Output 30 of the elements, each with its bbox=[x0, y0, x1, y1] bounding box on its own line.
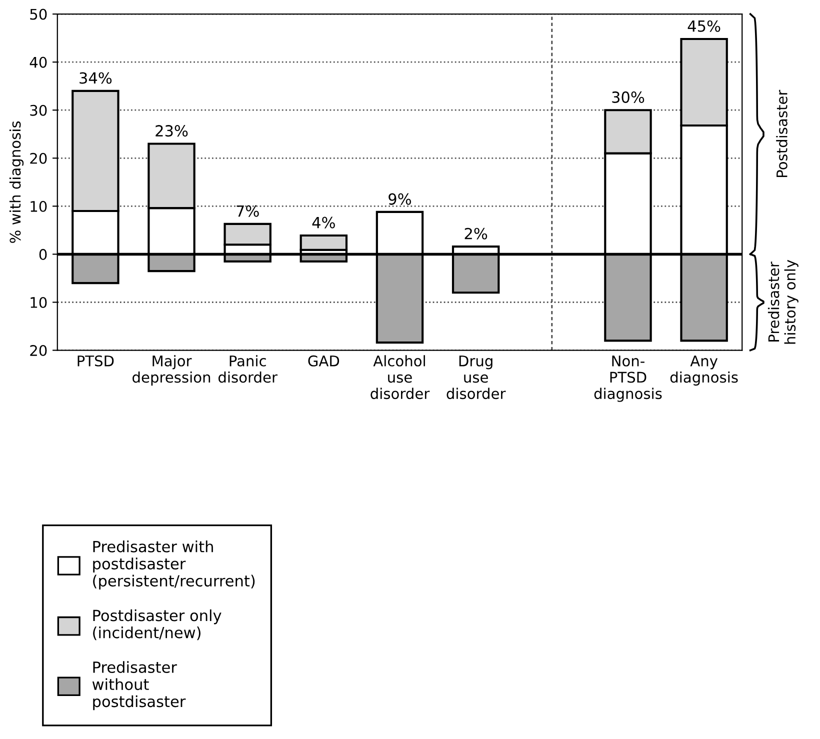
y-tick-label: 10 bbox=[30, 296, 47, 308]
x-tick-label: Drug use disorder bbox=[446, 356, 506, 400]
text: Postdisaster bbox=[776, 90, 788, 178]
annotation: 7% bbox=[236, 205, 259, 217]
annotation: 23% bbox=[156, 125, 188, 137]
y-tick-label: 50 bbox=[30, 8, 47, 20]
x-tick-label: Panic disorder bbox=[218, 355, 278, 383]
y-tick-label: 40 bbox=[30, 56, 47, 68]
x-tick-label: GAD bbox=[308, 355, 340, 366]
annotation: 45% bbox=[688, 20, 720, 32]
y-tick-label: 20 bbox=[30, 152, 47, 164]
annotation: 2% bbox=[464, 228, 488, 240]
x-tick-label: Non- PTSD diagnosis bbox=[594, 356, 662, 402]
x-tick-label: Major depression bbox=[132, 355, 210, 386]
x-tick-label: PTSD bbox=[78, 355, 114, 366]
y-tick-label: 30 bbox=[30, 104, 47, 116]
text: Predisaster history only bbox=[768, 260, 798, 344]
annotation: 30% bbox=[612, 91, 644, 103]
annotation: 4% bbox=[312, 216, 335, 228]
y-axis-title: % with diagnosis bbox=[9, 121, 24, 243]
legend-label: Predisaster without postdisaster bbox=[92, 661, 186, 710]
y-tick-label: 0 bbox=[39, 248, 47, 260]
annotation: 9% bbox=[388, 193, 412, 205]
annotation: 34% bbox=[80, 72, 112, 84]
y-tick-label: 20 bbox=[30, 345, 47, 356]
x-tick-label: Alcohol use disorder bbox=[370, 355, 430, 400]
y-tick-label: 10 bbox=[30, 200, 47, 212]
legend-label: Postdisaster only (incident/new) bbox=[93, 609, 222, 640]
legend-label: Predisaster with postdisaster (persistent/recurrent) bbox=[93, 540, 255, 590]
x-tick-label: Any diagnosis bbox=[670, 356, 738, 386]
